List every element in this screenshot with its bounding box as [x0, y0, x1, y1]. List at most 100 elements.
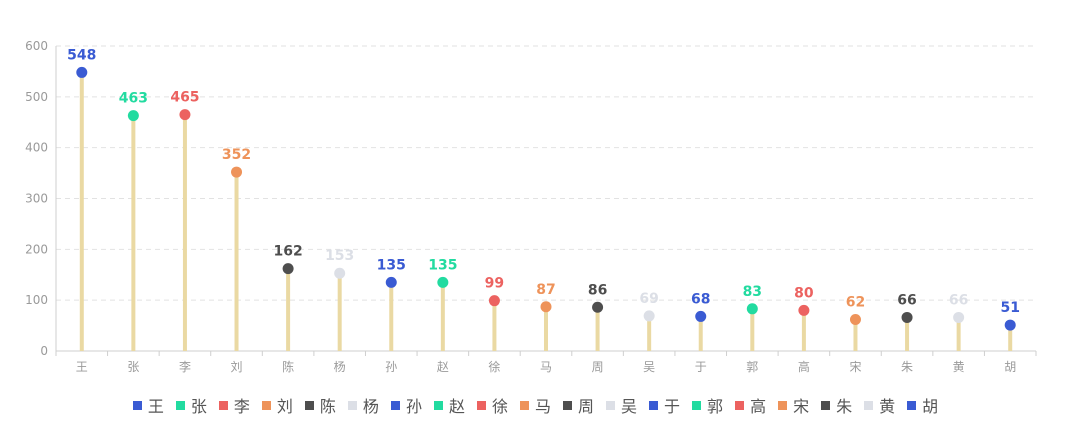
- legend-label: 陈: [319, 397, 336, 416]
- lollipop-point[interactable]: [953, 311, 965, 323]
- data-label: 62: [846, 294, 865, 310]
- lollipop-point[interactable]: [76, 66, 88, 78]
- data-label: 68: [691, 291, 710, 307]
- legend-item[interactable]: 刘: [261, 393, 293, 417]
- legend-swatch: [692, 400, 702, 410]
- lollipop-point[interactable]: [231, 166, 243, 178]
- data-label: 80: [794, 285, 814, 301]
- legend-swatch: [175, 400, 185, 410]
- legend-swatch: [476, 400, 486, 410]
- lollipop-point[interactable]: [746, 303, 758, 315]
- legend-item[interactable]: 周: [563, 393, 594, 417]
- legend-swatch: [304, 400, 314, 410]
- legend-label: 朱: [836, 397, 853, 416]
- x-tick-label: 孙: [385, 360, 397, 374]
- legend-label: 马: [534, 397, 551, 416]
- y-tick-label: 600: [25, 39, 48, 53]
- legend-swatch: [390, 400, 400, 410]
- x-tick-label: 郭: [746, 360, 758, 374]
- lollipop-point[interactable]: [179, 109, 191, 121]
- lollipop-point[interactable]: [798, 304, 810, 316]
- x-tick-label: 徐: [488, 359, 500, 374]
- lollipop-point[interactable]: [901, 311, 913, 323]
- legend-swatch: [907, 400, 917, 410]
- x-tick-label: 黄: [953, 360, 965, 374]
- lollipop-point[interactable]: [643, 310, 655, 322]
- legend-label: 周: [578, 397, 595, 416]
- legend-label: 赵: [448, 397, 465, 416]
- legend-item[interactable]: 宋: [778, 393, 809, 417]
- x-axis: 王张李刘陈杨孙赵徐马周吴于郭高宋朱黄胡: [55, 350, 1037, 374]
- data-label: 153: [325, 248, 354, 264]
- legend-label: 于: [664, 397, 681, 416]
- legend-item[interactable]: 朱: [821, 393, 852, 417]
- legend-label: 刘: [276, 397, 293, 416]
- legend-item[interactable]: 孙: [390, 393, 422, 417]
- lollipop-point[interactable]: [488, 295, 500, 307]
- legend-label: 孙: [405, 397, 422, 416]
- data-label: 51: [1000, 300, 1019, 316]
- legend: 王 张 李 刘 陈杨 孙 赵 徐 马 周 吴 于 郭高宋 朱 黄 胡: [0, 393, 1071, 417]
- y-tick-label: 100: [25, 293, 48, 307]
- legend-item[interactable]: 陈: [304, 393, 336, 417]
- legend-item[interactable]: 黄: [864, 393, 895, 417]
- legend-item[interactable]: 张: [175, 393, 207, 417]
- legend-label: 黄: [879, 397, 896, 416]
- legend-item[interactable]: 杨: [347, 393, 379, 417]
- x-tick-label: 高: [798, 359, 810, 374]
- legend-swatch: [649, 400, 659, 410]
- x-tick-label: 杨: [334, 359, 346, 374]
- legend-label: 徐: [491, 397, 508, 416]
- data-label: 135: [377, 257, 406, 273]
- y-tick-label: 500: [25, 90, 48, 104]
- legend-swatch: [864, 400, 874, 410]
- data-label: 99: [485, 276, 504, 292]
- x-tick-label: 胡: [1004, 360, 1016, 374]
- lollipop-point[interactable]: [437, 276, 449, 288]
- x-tick-label: 陈: [282, 359, 294, 374]
- legend-swatch: [519, 400, 529, 410]
- lollipop-point[interactable]: [334, 267, 346, 279]
- lollipop-point[interactable]: [385, 276, 397, 288]
- data-label: 86: [588, 282, 607, 298]
- legend-item[interactable]: 王: [132, 393, 164, 417]
- x-tick-label: 王: [76, 360, 88, 374]
- legend-label: 吴: [621, 397, 638, 416]
- x-tick-label: 周: [592, 360, 604, 374]
- legend-item[interactable]: 徐: [476, 393, 508, 417]
- data-label: 463: [119, 91, 148, 107]
- lollipop-point[interactable]: [592, 301, 604, 313]
- legend-label: 李: [233, 397, 250, 416]
- x-tick-label: 于: [695, 360, 707, 374]
- data-label: 87: [536, 282, 555, 298]
- lollipop-chart: 0100200300400500600 王张李刘陈杨孙赵徐马周吴于郭高宋朱黄胡 …: [25, 39, 1037, 374]
- data-label: 548: [67, 47, 96, 63]
- legend-item[interactable]: 郭: [692, 393, 723, 417]
- legend-swatch: [606, 400, 616, 410]
- legend-label: 张: [190, 397, 207, 416]
- legend-label: 郭: [707, 397, 724, 416]
- y-tick-label: 300: [25, 192, 48, 206]
- x-tick-label: 吴: [643, 360, 655, 374]
- lollipop-point[interactable]: [1004, 319, 1016, 331]
- x-tick-label: 朱: [901, 360, 913, 374]
- lollipop-point[interactable]: [540, 301, 552, 313]
- lollipop-point[interactable]: [849, 313, 861, 325]
- legend-item[interactable]: 吴: [606, 393, 637, 417]
- legend-label: 胡: [922, 397, 939, 416]
- lollipop-point[interactable]: [127, 110, 139, 122]
- legend-swatch: [347, 400, 357, 410]
- data-label: 66: [897, 292, 916, 308]
- legend-item[interactable]: 高: [735, 393, 766, 417]
- lollipop-point[interactable]: [282, 263, 294, 275]
- data-label: 83: [743, 284, 762, 300]
- legend-item[interactable]: 于: [649, 393, 680, 417]
- legend-item[interactable]: 李: [218, 393, 250, 417]
- data-label: 66: [949, 292, 968, 308]
- legend-item[interactable]: 胡: [907, 393, 938, 417]
- legend-item[interactable]: 赵: [433, 393, 465, 417]
- legend-item[interactable]: 马: [519, 393, 551, 417]
- lollipop-point[interactable]: [695, 310, 707, 322]
- x-tick-label: 张: [127, 360, 139, 374]
- data-label: 352: [222, 147, 251, 163]
